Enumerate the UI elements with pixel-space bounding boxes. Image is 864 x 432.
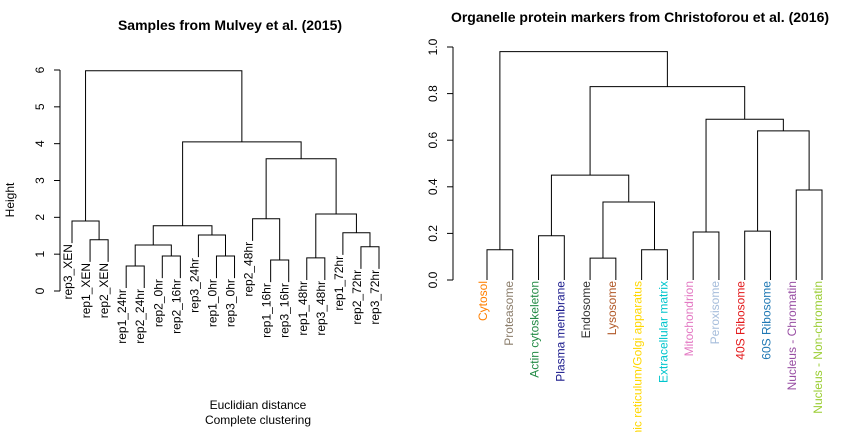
leaf-label: Proteasome bbox=[502, 281, 516, 346]
dendrogram-link bbox=[692, 231, 720, 280]
leaf-label: rep2_48hr bbox=[242, 242, 256, 297]
dendrogram-link bbox=[215, 255, 236, 279]
leaf-label: Endosome bbox=[579, 281, 593, 339]
dendrogram-link bbox=[85, 70, 243, 222]
y-tick-label: 0 bbox=[33, 287, 47, 294]
dendrogram-link bbox=[641, 249, 668, 280]
y-tick-label: 0.0 bbox=[426, 271, 440, 288]
leaf-label: rep1_48hr bbox=[296, 281, 310, 336]
dendrogram-link bbox=[315, 213, 357, 258]
leaf-label: rep3_16hr bbox=[278, 283, 292, 338]
dendrogram-link bbox=[182, 141, 302, 226]
leaf-label: rep2_24hr bbox=[133, 289, 147, 344]
dendrogram-link bbox=[342, 232, 371, 255]
leaf-label: Actin cytoskeleton bbox=[528, 281, 542, 378]
dendrogram-link bbox=[306, 257, 326, 280]
y-tick-label: 4 bbox=[33, 140, 47, 147]
y-tick-label: 0.8 bbox=[426, 85, 440, 102]
dendrogram-link bbox=[265, 158, 337, 219]
dendrogram-link bbox=[125, 265, 145, 289]
dendrogram-link bbox=[795, 189, 823, 280]
chart-title: Samples from Mulvey et al. (2015) bbox=[118, 17, 342, 33]
leaf-label: Mitochondrion bbox=[682, 281, 696, 356]
y-tick-label: 6 bbox=[33, 66, 47, 73]
dendrogram-link bbox=[705, 118, 784, 233]
dendrogram-link bbox=[197, 234, 226, 258]
y-tick-label: 2 bbox=[33, 214, 47, 221]
dendrogram-link bbox=[71, 220, 100, 244]
leaf-label: rep2_0hr bbox=[151, 279, 165, 327]
y-tick-label: 0.4 bbox=[426, 178, 440, 195]
y-tick-label: 1.0 bbox=[426, 38, 440, 55]
leaf-label: Nucleus - Non-chromatin bbox=[811, 281, 825, 414]
leaf-label: rep1_0hr bbox=[205, 279, 219, 327]
leaf-label: Peroxisome bbox=[708, 281, 722, 345]
leaf-label: Nucleus - Chromatin bbox=[785, 281, 799, 390]
dendrogram-link bbox=[252, 218, 281, 261]
dendrogram-link bbox=[360, 246, 380, 269]
leaf-label: rep3_0hr bbox=[224, 279, 238, 327]
leaf-label: rep3_24hr bbox=[187, 258, 201, 313]
dendrogram-link bbox=[89, 239, 109, 262]
y-tick-label: 5 bbox=[33, 103, 47, 110]
leaf-label: rep3_48hr bbox=[314, 281, 328, 336]
dendrogram-link bbox=[161, 255, 181, 279]
leaf-label: Lysosome bbox=[605, 281, 619, 336]
leaf-label: rep1_72hr bbox=[332, 256, 346, 311]
leaf-label: rep1_XEN bbox=[79, 263, 93, 318]
leaf-label: rep2_16hr bbox=[169, 279, 183, 334]
y-tick-label: 0.6 bbox=[426, 132, 440, 149]
dendrogram-link bbox=[589, 257, 617, 280]
y-tick-label: 0.2 bbox=[426, 225, 440, 242]
leaf-label: 60S Ribosome bbox=[759, 281, 773, 360]
y-tick-label: 3 bbox=[33, 177, 47, 184]
leaf-label: rep3_72hr bbox=[368, 270, 382, 325]
dendrogram-link bbox=[744, 230, 771, 280]
leaf-label: rep2_XEN bbox=[97, 263, 111, 318]
leaf-label: rep3_XEN bbox=[61, 244, 75, 299]
dendrogram-link bbox=[270, 259, 290, 283]
x-axis-label: Complete clustering bbox=[205, 413, 311, 427]
leaf-label: rep2_72hr bbox=[350, 270, 364, 325]
y-axis-label: Height bbox=[3, 182, 17, 217]
leaf-label: Endoplasmic reticulum/Golgi apparatus bbox=[631, 281, 645, 432]
chart-title: Organelle protein markers from Christofo… bbox=[451, 9, 829, 25]
dendrogram-link bbox=[134, 244, 172, 266]
dendrogram-link bbox=[499, 51, 668, 250]
leaf-label: Extracellular matrix bbox=[656, 281, 670, 383]
x-axis-label: Euclidian distance bbox=[210, 398, 307, 412]
leaf-label: Plasma membrane bbox=[553, 281, 567, 382]
leaf-label: 40S Ribosome bbox=[734, 281, 748, 360]
y-tick-label: 1 bbox=[33, 251, 47, 258]
leaf-label: rep1_16hr bbox=[260, 283, 274, 338]
leaf-label: Cytosol bbox=[476, 281, 490, 321]
leaf-label: rep1_24hr bbox=[115, 289, 129, 344]
dendrogram-link bbox=[757, 130, 810, 232]
dendrogram-link bbox=[538, 235, 565, 280]
dendrogram-link bbox=[486, 249, 514, 280]
dendrogram-link bbox=[550, 174, 630, 236]
dendrogram-link bbox=[589, 86, 746, 176]
